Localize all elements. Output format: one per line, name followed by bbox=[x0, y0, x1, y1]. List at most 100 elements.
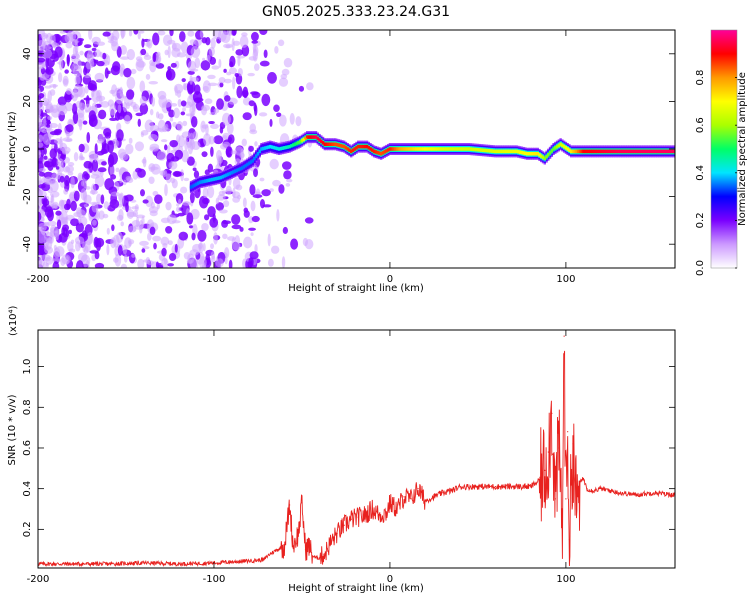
spectrogram-noise-blob bbox=[64, 69, 69, 74]
spectrogram-noise-blob bbox=[166, 170, 172, 174]
spectrogram-noise-blob bbox=[201, 151, 208, 158]
spectrogram-noise-blob bbox=[38, 134, 44, 143]
spectrogram-noise-blob bbox=[187, 70, 195, 75]
spectrogram-ridge-cell bbox=[337, 144, 341, 146]
spectrogram-ridge-cell bbox=[198, 181, 202, 184]
snr-point bbox=[563, 335, 565, 337]
spectrogram-noise-blob bbox=[46, 220, 57, 226]
spectrogram-noise-blob bbox=[221, 112, 231, 126]
spectrogram-noise-blob bbox=[234, 72, 239, 78]
spectrogram-noise-blob bbox=[120, 263, 128, 268]
spectrogram-ridge-cell bbox=[534, 152, 538, 155]
snr-y-ticks: 0.2 0.4 0.6 0.8 1.0 bbox=[22, 359, 675, 537]
spectrogram-noise-blob bbox=[118, 208, 124, 221]
spectrogram-ridge-cell bbox=[230, 172, 233, 174]
spectrogram-ridge-cell bbox=[290, 145, 293, 147]
spectrogram-noise-blob bbox=[124, 194, 134, 202]
spectrogram-ridge-cell bbox=[533, 152, 536, 155]
spectrogram-noise-blob bbox=[97, 167, 107, 173]
spectrogram-noise-blob bbox=[38, 123, 46, 133]
spectrogram-noise-blob bbox=[178, 198, 182, 206]
spectrogram-ridge-cell bbox=[193, 184, 196, 186]
spectrogram-ridge-cell bbox=[202, 180, 205, 183]
spectrogram-noise-blob bbox=[152, 32, 160, 46]
spectrogram-noise-blob bbox=[228, 97, 238, 105]
spectrogram-noise-blob bbox=[120, 221, 124, 227]
spectrogram-noise-blob bbox=[103, 201, 109, 210]
spectrogram-ridge-cell bbox=[643, 150, 647, 153]
spectrogram-y-ticks: -40 -20 0 20 40 bbox=[22, 47, 675, 252]
spectrogram-noise-blob bbox=[144, 119, 154, 133]
spectrogram-ridge-cell bbox=[232, 171, 235, 173]
spectrogram-noise-blob bbox=[54, 138, 63, 145]
spectrogram-ridge-cell bbox=[580, 150, 583, 153]
spectrogram-ridge-cell bbox=[277, 148, 281, 150]
spectrogram-ridge-cell bbox=[240, 167, 244, 169]
spectrogram-noise-blob bbox=[119, 56, 130, 60]
spectrogram-noise-blob bbox=[224, 247, 230, 259]
spectrogram-noise-blob bbox=[304, 239, 314, 250]
spectrogram-ridge-cell bbox=[543, 157, 546, 160]
spectrogram-ridge-cell bbox=[216, 177, 219, 180]
x-tick-label: 0 bbox=[387, 574, 393, 585]
spectrogram-noise-blob bbox=[59, 30, 66, 34]
spectrogram-ridge-cell bbox=[545, 155, 548, 158]
spectrogram-noise-blob bbox=[273, 104, 280, 113]
spectrogram-noise-blob bbox=[243, 207, 249, 213]
spectrogram-noise-blob bbox=[38, 257, 43, 266]
x-tick-label: 0 bbox=[387, 274, 393, 285]
spectrogram-ridge-cell bbox=[286, 146, 290, 148]
spectrogram-noise-blob bbox=[250, 200, 256, 212]
spectrogram-ridge-cell bbox=[415, 148, 418, 150]
spectrogram-ridge-cell bbox=[293, 143, 297, 146]
spectrogram-ridge-cell bbox=[520, 151, 524, 154]
spectrogram-ridge-cell bbox=[327, 143, 330, 146]
spectrogram-ridge-cell bbox=[404, 148, 407, 150]
spectrogram-ridge-cell bbox=[203, 180, 207, 182]
snr-x-label: Height of straight line (km) bbox=[288, 583, 424, 594]
spectrogram-ridge-cell bbox=[307, 136, 311, 138]
spectrogram-noise-blob bbox=[226, 122, 234, 135]
spectrogram-noise-blob bbox=[259, 30, 268, 36]
spectrogram-noise-blob bbox=[157, 264, 164, 268]
spectrogram-ridge-cell bbox=[617, 150, 620, 153]
spectrogram-noise-blob bbox=[243, 236, 253, 249]
spectrogram-noise-blob bbox=[94, 251, 100, 260]
spectrogram-ridge-cell bbox=[636, 150, 640, 153]
snr-point bbox=[567, 431, 569, 433]
snr-point bbox=[315, 557, 317, 559]
spectrogram-ridge-cell bbox=[432, 148, 436, 150]
spectrogram-ridge-cell bbox=[226, 173, 230, 176]
snr-point bbox=[262, 559, 264, 561]
spectrogram-noise-blob bbox=[204, 169, 210, 176]
spectrogram-noise-blob bbox=[213, 135, 224, 145]
spectrogram-noise-blob bbox=[149, 108, 154, 116]
spectrogram-noise-blob bbox=[46, 124, 51, 128]
snr-point bbox=[403, 496, 405, 498]
spectrogram-noise-blob bbox=[80, 180, 85, 187]
spectrogram-ridge-cell bbox=[409, 148, 413, 150]
snr-point bbox=[142, 562, 145, 564]
spectrogram-noise-blob bbox=[170, 102, 178, 107]
spectrogram-noise-blob bbox=[146, 38, 153, 49]
spectrogram-ridge-cell bbox=[295, 142, 298, 145]
spectrogram-noise-blob bbox=[125, 202, 129, 213]
spectrogram-ridge-cell bbox=[439, 148, 443, 150]
spectrogram-ridge-cell bbox=[211, 178, 214, 181]
spectrogram-noise-blob bbox=[45, 231, 53, 243]
snr-point bbox=[371, 508, 373, 510]
spectrogram-noise-blob bbox=[164, 144, 168, 151]
spectrogram-ridge-cell bbox=[258, 150, 261, 153]
spectrogram-noise-blob bbox=[156, 51, 161, 57]
spectrogram-noise-blob bbox=[190, 45, 201, 58]
spectrogram-noise-blob bbox=[229, 61, 234, 68]
spectrogram-noise-blob bbox=[222, 233, 228, 240]
spectrogram-noise-blob bbox=[113, 257, 119, 263]
spectrogram-noise-blob bbox=[111, 41, 119, 52]
spectrogram-noise-blob bbox=[38, 198, 43, 206]
spectrogram-noise-blob bbox=[38, 104, 42, 117]
spectrogram-noise-blob bbox=[57, 96, 67, 106]
spectrogram-noise-blob bbox=[167, 263, 174, 267]
spectrogram-ridge-cell bbox=[386, 149, 390, 151]
spectrogram-noise-blob bbox=[192, 91, 203, 104]
